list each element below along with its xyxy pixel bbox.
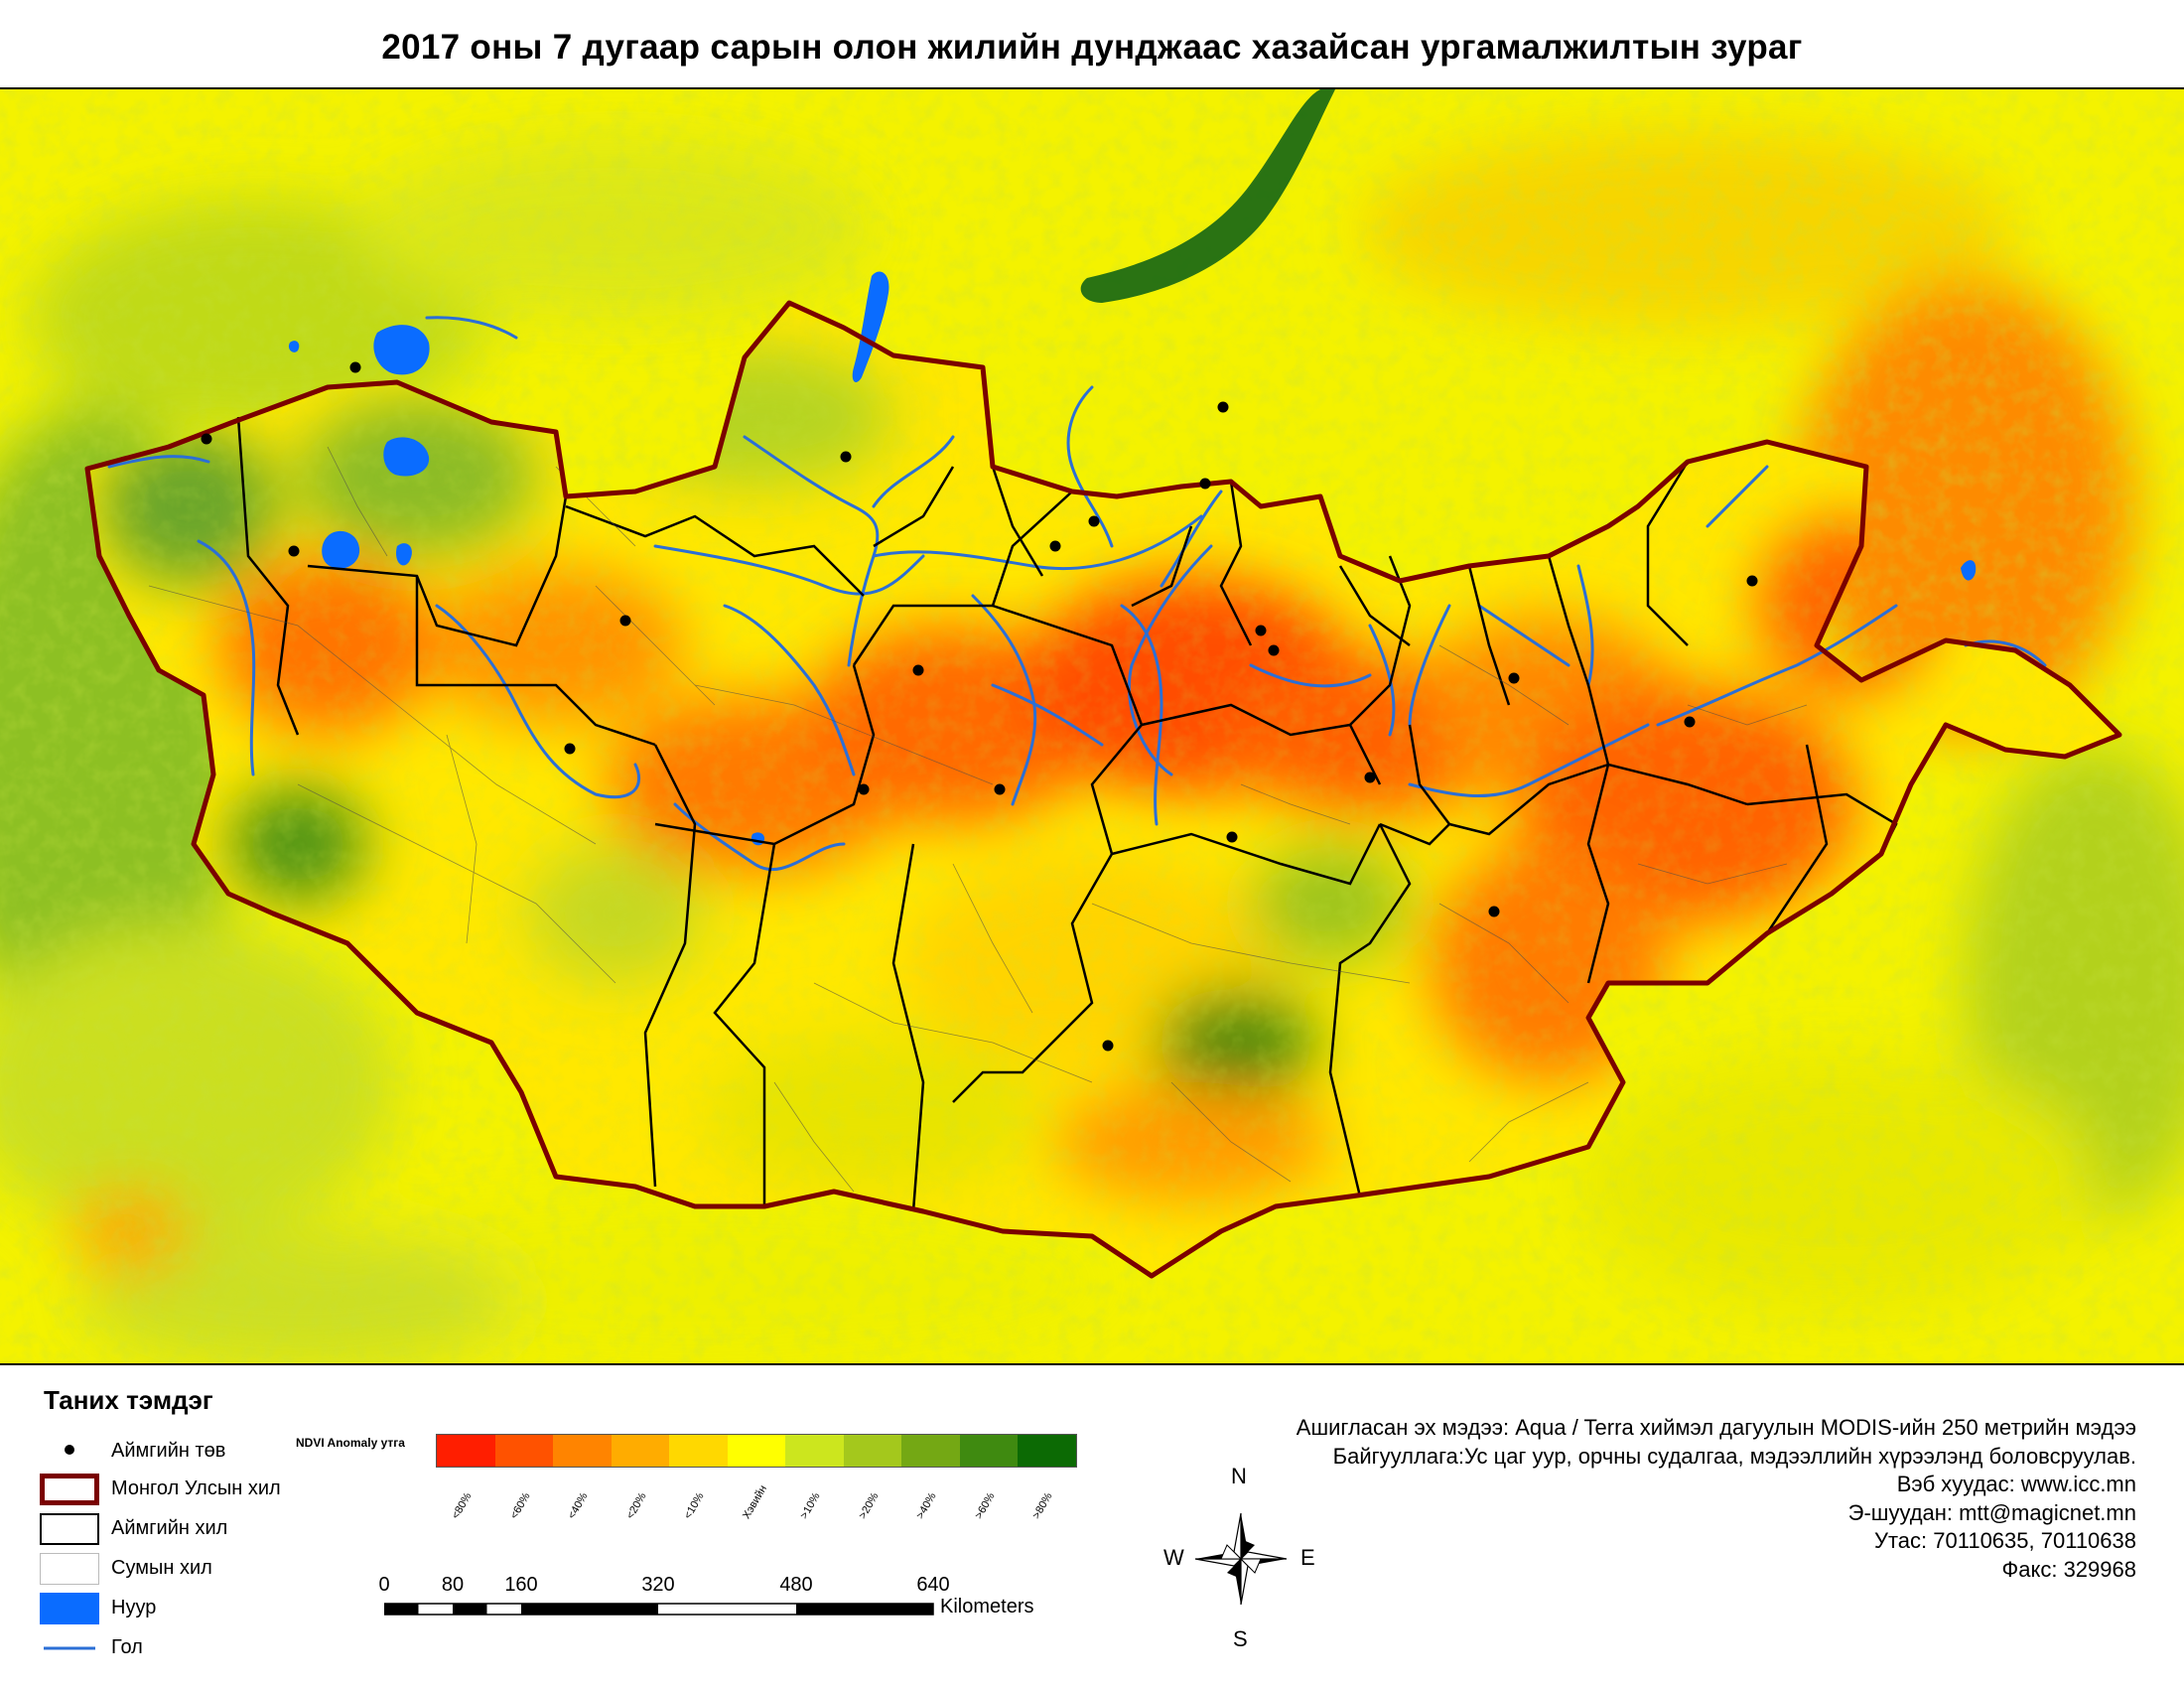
ndvi-class-label: >80% [1030,1490,1055,1521]
scale-label-320: 320 [641,1574,675,1596]
province-border-icon [40,1513,99,1545]
credits-block: Ашигласан эх мэдээ: Aqua / Terra хиймэл … [1297,1414,2136,1584]
legend-label: Сумын хил [111,1557,212,1579]
ndvi-swatch [553,1435,612,1467]
soum-border-icon [40,1553,99,1585]
compass-e: E [1300,1545,1315,1570]
compass-s: S [1233,1626,1248,1651]
ndvi-swatch [727,1435,785,1467]
legend-item-lake: Нуур [40,1593,338,1626]
ndvi-swatch [494,1435,553,1467]
lake-baikal [1080,89,1335,303]
scale-label-80: 80 [441,1574,465,1596]
ndvi-class-label: <40% [566,1490,591,1521]
lake-icon [40,1593,99,1624]
legend-item-river: Гол [40,1632,338,1666]
ndvi-swatch [611,1435,669,1467]
legend-item-national-border: Монгол Улсын хил [40,1474,338,1507]
legend-label: Монгол Улсын хил [111,1477,281,1499]
legend-item-soum-border: Сумын хил [40,1553,338,1587]
river-icon [40,1632,99,1664]
scale-label-640: 640 [916,1574,950,1596]
ndvi-class-label: <80% [450,1490,475,1521]
lakes [288,271,1977,846]
legend-title: Таних тэмдэг [44,1385,213,1415]
compass-n: N [1231,1464,1247,1488]
legend-label: Гол [111,1636,143,1658]
ndvi-class-label: >60% [972,1490,998,1521]
scale-label-0: 0 [378,1574,390,1596]
compass-rose-icon [1194,1512,1288,1606]
ndvi-swatch [843,1435,901,1467]
credit-email: Э-шуудан: mtt@magicnet.mn [1847,1499,2136,1525]
ndvi-class-label: <10% [682,1490,707,1521]
ndvi-swatch [669,1435,728,1467]
legend-item-province-centre: Аймгийн төв [40,1436,338,1470]
credit-source: Ашигласан эх мэдээ: Aqua / Terra хиймэл … [1296,1415,2136,1440]
ndvi-legend-title: NDVI Anomaly утга [296,1436,405,1450]
credit-phone: Утас: 70110635, 70110638 [1874,1528,2136,1553]
ndvi-swatch [437,1435,495,1467]
province-centres [201,361,1758,1052]
map-title: 2017 оны 7 дугаар сарын олон жилийн дунд… [381,28,1803,67]
credit-fax: Факс: 329968 [2001,1556,2136,1582]
north-arrow: N S E W [1163,1464,1315,1651]
legend-label: Нуур [111,1597,157,1618]
ndvi-class-labels: <80% <60% <40% <20% <10% Хэвийн >10% >20% >40% >6… [436,1481,1075,1521]
compass-w: W [1163,1545,1184,1570]
ndvi-class-label: <20% [623,1490,649,1521]
rivers [107,316,2047,872]
legend-item-province-border: Аймгийн хил [40,1513,338,1547]
ndvi-color-bar [436,1434,1077,1468]
scale-label-480: 480 [779,1574,813,1596]
scale-unit-label: Kilometers [940,1596,1034,1618]
ndvi-swatch [901,1435,960,1467]
mongolia-national-border [84,300,2122,1279]
national-border-icon [40,1474,99,1505]
ndvi-class-label: <60% [507,1490,533,1521]
ndvi-anomaly-map[interactable] [0,87,2184,1365]
ndvi-swatch [1018,1435,1076,1467]
ndvi-swatch [785,1435,844,1467]
ndvi-class-label: Хэвийн [740,1482,769,1521]
province-centre-icon [40,1436,99,1468]
legend-label: Аймгийн төв [111,1440,226,1462]
credit-website: Вэб хуудас: www.icc.mn [1896,1472,2136,1496]
soum-borders [148,446,1808,1193]
ndvi-swatch [959,1435,1018,1467]
ndvi-class-label: >10% [798,1490,823,1521]
credit-organization: Байгууллага:Ус цаг уур, орчны судалгаа, … [1332,1443,2136,1469]
map-canvas [0,89,2184,1363]
ndvi-class-label: >40% [914,1490,939,1521]
scale-bar-graphic [384,1603,934,1616]
scale-label-160: 160 [504,1574,538,1596]
legend-label: Аймгийн хил [111,1517,228,1539]
ndvi-class-label: >20% [856,1490,882,1521]
